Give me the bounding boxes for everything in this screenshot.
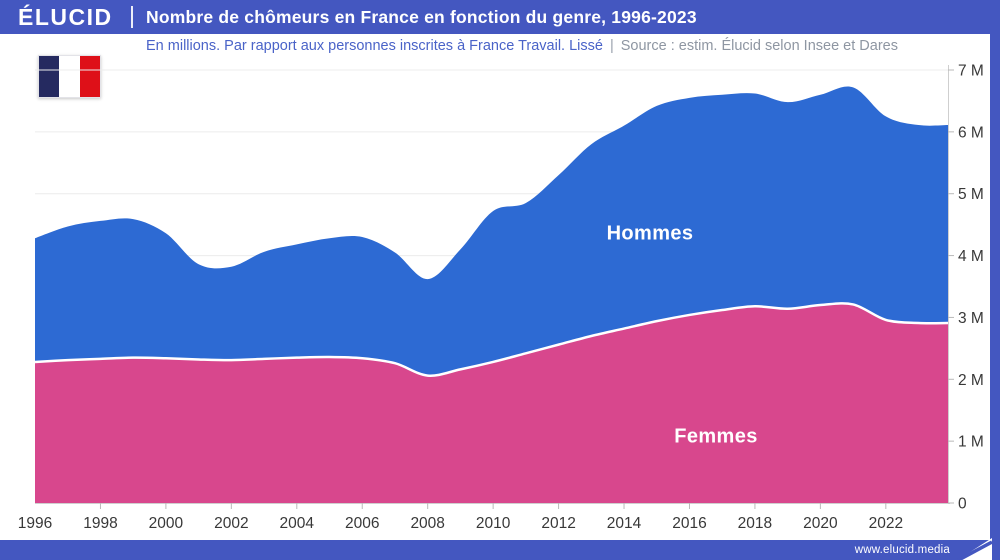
svg-text:2016: 2016	[672, 515, 706, 532]
svg-text:2006: 2006	[345, 515, 379, 532]
header-bar: ÉLUCID Nombre de chômeurs en France en f…	[0, 0, 1000, 34]
series-label-femmes: Femmes	[674, 425, 758, 448]
subtitle-source: Source : estim. Élucid selon Insee et Da…	[620, 38, 898, 54]
svg-text:2014: 2014	[607, 515, 642, 532]
femmes-boundary-line	[34, 302, 949, 377]
svg-text:2 M: 2 M	[958, 372, 984, 389]
svg-text:2012: 2012	[541, 515, 575, 532]
svg-text:6 M: 6 M	[958, 124, 984, 141]
header-divider	[131, 6, 133, 28]
svg-text:2020: 2020	[803, 515, 838, 532]
series-label-hommes: Hommes	[606, 222, 694, 245]
svg-text:5 M: 5 M	[958, 186, 984, 203]
page-title: Nombre de chômeurs en France en fonction…	[146, 6, 697, 27]
y-axis-labels: 0 1 M 2 M 3 M 4 M 5 M 6 M 7 M	[948, 63, 984, 513]
french-flag-icon	[38, 55, 101, 98]
flag-blue-band	[39, 56, 60, 97]
svg-text:2004: 2004	[280, 515, 315, 532]
flag-white-band	[59, 56, 80, 97]
svg-text:3 M: 3 M	[958, 310, 984, 327]
subtitle: En millions. Par rapport aux personnes i…	[146, 38, 898, 54]
footer-bar: www.elucid.media	[0, 538, 1000, 560]
svg-text:2000: 2000	[149, 515, 184, 532]
svg-text:2018: 2018	[738, 515, 772, 532]
footer-url: www.elucid.media	[854, 544, 950, 556]
svg-text:1996: 1996	[18, 515, 52, 532]
x-axis-labels: 1996 1998 2000 2002 2004 2006 2008 2010 2012 2014…	[18, 503, 903, 532]
svg-text:0: 0	[958, 496, 967, 513]
subtitle-divider: |	[609, 38, 614, 54]
svg-text:2010: 2010	[476, 515, 511, 532]
svg-text:2002: 2002	[214, 515, 248, 532]
svg-text:1 M: 1 M	[958, 434, 984, 451]
brand-logo: ÉLUCID	[18, 3, 113, 30]
subtitle-description: En millions. Par rapport aux personnes i…	[146, 38, 603, 54]
svg-text:2022: 2022	[869, 515, 903, 532]
svg-text:1998: 1998	[83, 515, 117, 532]
flag-red-band	[79, 56, 100, 97]
elucid-flag-icon	[956, 538, 992, 560]
svg-text:2008: 2008	[410, 515, 444, 532]
axes	[35, 65, 950, 504]
right-edge-bar	[990, 34, 1000, 560]
area-femmes	[35, 303, 948, 503]
svg-text:4 M: 4 M	[958, 248, 984, 265]
svg-text:7 M: 7 M	[958, 63, 984, 80]
